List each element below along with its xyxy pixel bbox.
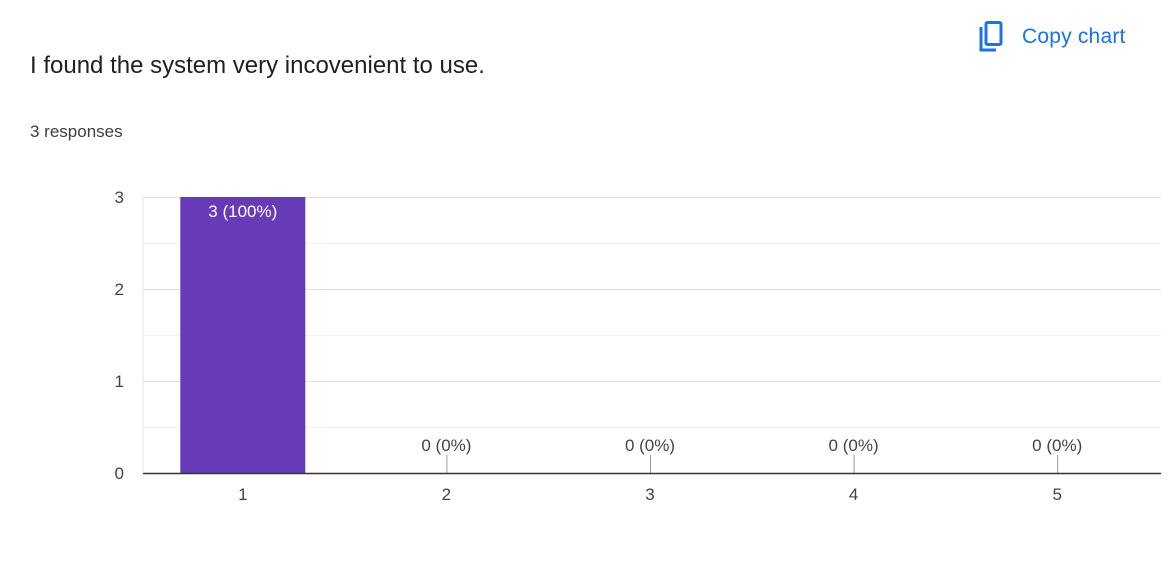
copy-chart-label: Copy chart (1022, 25, 1126, 48)
copy-icon (976, 20, 1006, 54)
response-count: 3 responses (30, 122, 123, 141)
x-tick-label: 5 (1052, 485, 1061, 504)
x-tick-label: 1 (238, 485, 247, 504)
data-label: 0 (0%) (1032, 436, 1082, 455)
x-tick-label: 4 (849, 485, 858, 504)
x-tick-label: 3 (645, 485, 654, 504)
data-label: 3 (100%) (208, 202, 277, 221)
copy-chart-button[interactable]: Copy chart (970, 16, 1138, 58)
question-title: I found the system very incovenient to u… (30, 52, 485, 79)
data-label: 0 (0%) (421, 436, 471, 455)
data-label: 0 (0%) (625, 436, 675, 455)
y-tick-label: 2 (115, 280, 124, 299)
y-tick-label: 0 (115, 464, 124, 483)
y-tick-label: 3 (115, 188, 124, 207)
bar (180, 197, 306, 473)
y-tick-label: 1 (115, 372, 124, 391)
data-label: 0 (0%) (829, 436, 879, 455)
x-tick-label: 2 (442, 485, 451, 504)
